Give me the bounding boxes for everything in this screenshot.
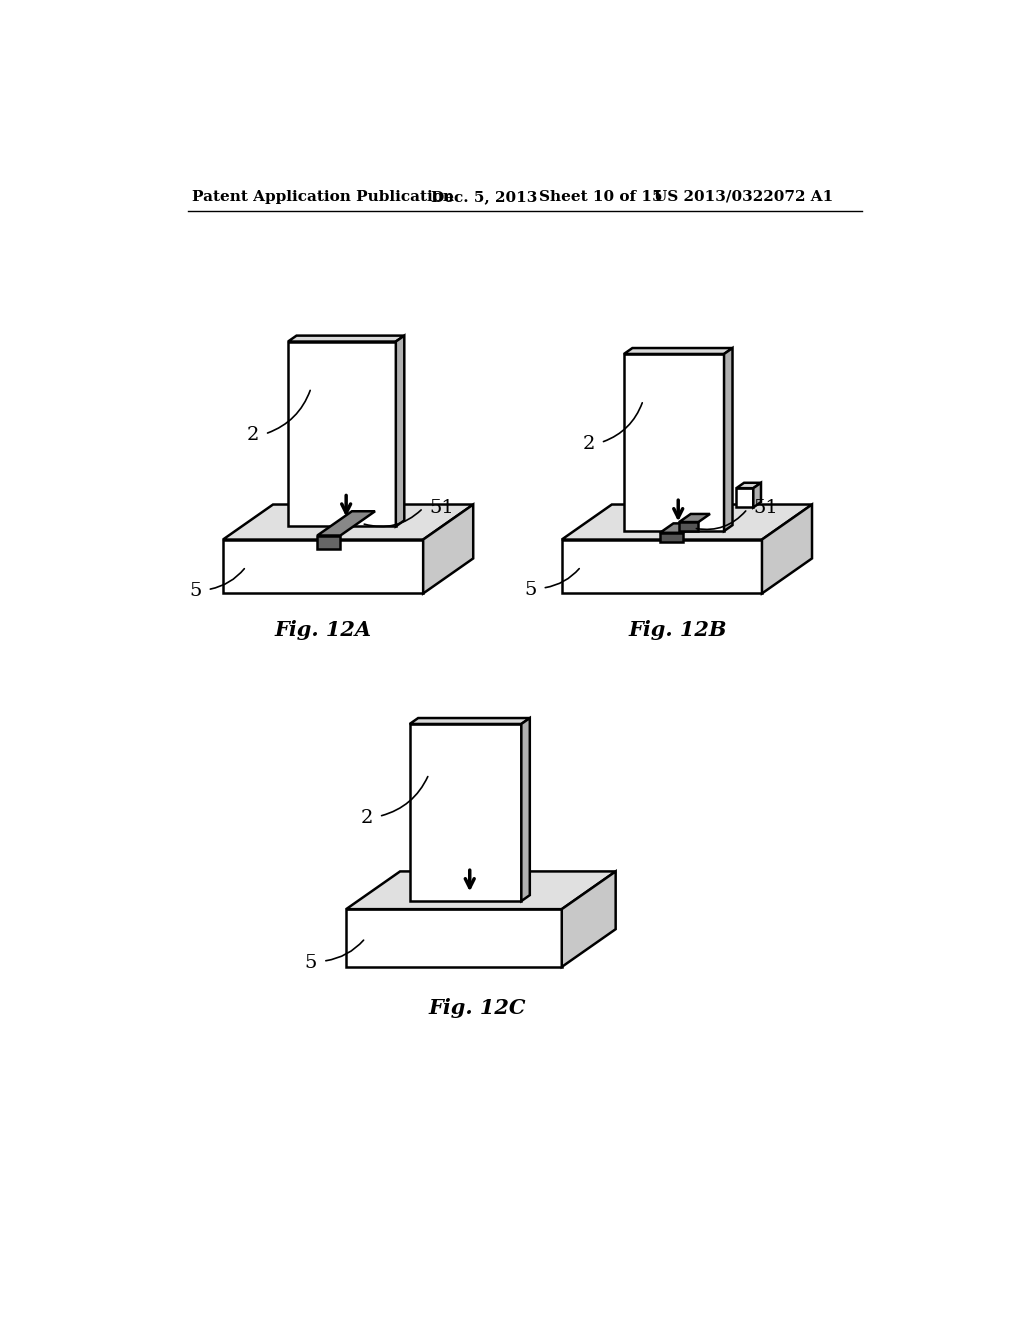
Polygon shape	[679, 513, 710, 521]
Text: 51: 51	[429, 499, 454, 517]
Text: 51: 51	[754, 499, 778, 517]
Text: Dec. 5, 2013: Dec. 5, 2013	[431, 190, 538, 203]
Text: 5: 5	[524, 581, 537, 598]
Polygon shape	[679, 521, 698, 531]
Polygon shape	[346, 909, 562, 966]
Polygon shape	[288, 342, 396, 527]
Polygon shape	[562, 504, 812, 540]
Text: Fig. 12B: Fig. 12B	[628, 620, 726, 640]
Polygon shape	[410, 723, 521, 902]
Polygon shape	[317, 536, 340, 549]
Polygon shape	[396, 335, 404, 527]
Text: 2: 2	[583, 436, 595, 453]
Polygon shape	[562, 540, 762, 594]
Polygon shape	[659, 524, 696, 533]
Polygon shape	[410, 718, 529, 723]
Text: 2: 2	[247, 426, 259, 445]
Text: 5: 5	[304, 953, 316, 972]
Polygon shape	[724, 348, 732, 531]
Text: Fig. 12C: Fig. 12C	[428, 998, 525, 1018]
Polygon shape	[736, 488, 754, 507]
Text: 5: 5	[189, 582, 202, 601]
Polygon shape	[346, 871, 615, 909]
Text: US 2013/0322072 A1: US 2013/0322072 A1	[654, 190, 834, 203]
Polygon shape	[521, 718, 529, 902]
Polygon shape	[762, 504, 812, 594]
Text: Patent Application Publication: Patent Application Publication	[193, 190, 455, 203]
Polygon shape	[624, 348, 732, 354]
Polygon shape	[624, 354, 724, 531]
Text: 2: 2	[360, 809, 373, 826]
Polygon shape	[223, 540, 423, 594]
Polygon shape	[659, 533, 683, 543]
Polygon shape	[423, 504, 473, 594]
Polygon shape	[288, 335, 404, 342]
Polygon shape	[223, 504, 473, 540]
Text: Sheet 10 of 15: Sheet 10 of 15	[539, 190, 663, 203]
Text: Fig. 12A: Fig. 12A	[274, 620, 372, 640]
Polygon shape	[754, 483, 761, 507]
Polygon shape	[736, 483, 761, 488]
Polygon shape	[562, 871, 615, 966]
Polygon shape	[317, 511, 375, 536]
